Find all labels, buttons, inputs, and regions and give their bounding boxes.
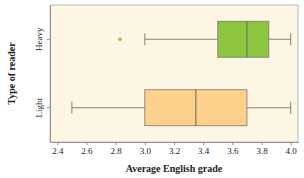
x-tick-label: 4.0 bbox=[286, 146, 298, 156]
whisker-cap bbox=[144, 33, 145, 45]
whisker-cap bbox=[290, 102, 291, 114]
lower-whisker bbox=[145, 39, 218, 40]
upper-whisker bbox=[269, 39, 291, 40]
x-tick-mark bbox=[291, 142, 292, 145]
plot-frame bbox=[50, 5, 298, 142]
x-tick-label: 2.6 bbox=[81, 146, 93, 156]
whisker-cap bbox=[290, 33, 291, 45]
x-tick-mark bbox=[57, 142, 58, 145]
x-tick-mark bbox=[203, 142, 204, 145]
whisker-cap bbox=[71, 102, 72, 114]
x-tick-mark bbox=[145, 142, 146, 145]
x-tick-label: 2.8 bbox=[111, 146, 123, 156]
chart: 2.4 2.6 2.8 3.0 3.2 3.4 3.6 3.8 4.0 Heavy Light Ave… bbox=[0, 0, 304, 178]
x-tick-label: 3.6 bbox=[227, 146, 239, 156]
plot-background bbox=[50, 5, 298, 142]
x-tick: 3.6 bbox=[227, 142, 239, 156]
outlier bbox=[118, 38, 121, 41]
boxes bbox=[72, 21, 291, 126]
y-axis-title: Type of reader bbox=[6, 42, 17, 105]
x-tick: 3.8 bbox=[256, 142, 268, 156]
median bbox=[195, 90, 196, 126]
box bbox=[145, 90, 247, 126]
x-tick-mark bbox=[174, 142, 175, 145]
box-plot bbox=[118, 21, 290, 57]
x-axis-title: Average English grade bbox=[126, 163, 223, 174]
y-tick-label: Light bbox=[34, 98, 44, 118]
lower-whisker bbox=[72, 107, 145, 108]
x-tick: 3.4 bbox=[198, 142, 210, 156]
x-tick-mark bbox=[232, 142, 233, 145]
x-tick-mark bbox=[86, 142, 87, 145]
median bbox=[246, 21, 247, 57]
x-tick-label: 3.4 bbox=[198, 146, 210, 156]
y-tick-mark bbox=[47, 39, 50, 40]
x-tick: 3.0 bbox=[140, 142, 152, 156]
x-tick-label: 3.0 bbox=[140, 146, 152, 156]
box-plot bbox=[72, 90, 291, 126]
x-axis: 2.4 2.6 2.8 3.0 3.2 3.4 3.6 3.8 4.0 bbox=[51, 142, 299, 156]
x-tick: 4.0 bbox=[286, 142, 298, 156]
x-tick-label: 3.8 bbox=[256, 146, 268, 156]
y-tick-mark bbox=[47, 107, 50, 108]
x-tick-mark bbox=[116, 142, 117, 145]
x-tick-label: 2.4 bbox=[52, 146, 64, 156]
x-tick: 2.6 bbox=[81, 142, 93, 156]
y-tick: Light bbox=[34, 98, 50, 118]
x-tick: 3.2 bbox=[169, 142, 180, 156]
y-tick-label: Heavy bbox=[34, 27, 44, 51]
x-tick-label: 3.2 bbox=[169, 146, 180, 156]
y-tick: Heavy bbox=[34, 27, 50, 51]
upper-whisker bbox=[247, 107, 291, 108]
x-tick: 2.4 bbox=[52, 142, 64, 156]
x-tick: 2.8 bbox=[111, 142, 123, 156]
box bbox=[218, 21, 269, 57]
y-axis: Heavy Light bbox=[34, 6, 51, 143]
x-tick-mark bbox=[262, 142, 263, 145]
